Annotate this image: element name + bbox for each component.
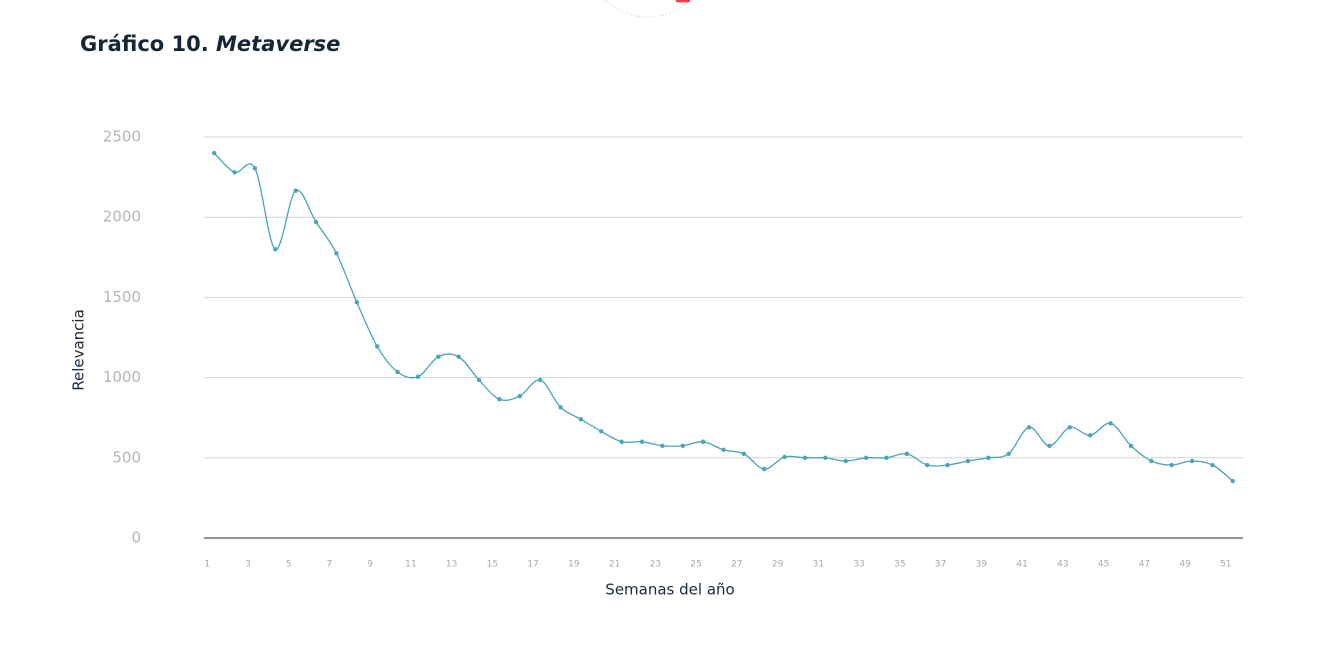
point bbox=[476, 377, 482, 383]
point bbox=[211, 150, 217, 156]
point bbox=[1189, 458, 1195, 464]
point bbox=[925, 462, 930, 468]
point bbox=[578, 417, 584, 422]
x-tick-label: 45 bbox=[1098, 560, 1109, 570]
point bbox=[741, 451, 747, 456]
point bbox=[599, 429, 604, 434]
x-tick-label: 25 bbox=[690, 560, 701, 570]
point bbox=[354, 300, 359, 305]
point bbox=[1210, 462, 1215, 468]
point bbox=[1047, 443, 1052, 448]
y-tick-label: 0 bbox=[131, 529, 141, 547]
y-tick-label: 2500 bbox=[103, 128, 141, 146]
x-tick-label: 31 bbox=[813, 560, 824, 570]
point bbox=[415, 374, 421, 379]
point bbox=[313, 219, 319, 225]
point bbox=[1006, 451, 1011, 456]
point bbox=[884, 455, 889, 460]
x-tick-label: 35 bbox=[894, 560, 905, 570]
point bbox=[802, 455, 808, 460]
logo-fragment bbox=[605, 0, 691, 18]
point bbox=[273, 247, 278, 252]
y-axis-title: Relevancia bbox=[70, 309, 88, 391]
y-tick-label: 1500 bbox=[103, 288, 141, 306]
point bbox=[863, 455, 869, 460]
point bbox=[293, 188, 298, 193]
point bbox=[537, 377, 543, 383]
point bbox=[1108, 421, 1113, 426]
point bbox=[639, 439, 645, 444]
point bbox=[700, 439, 706, 444]
y-tick-label: 2000 bbox=[103, 208, 141, 226]
point bbox=[965, 458, 971, 464]
x-tick-label: 23 bbox=[650, 560, 661, 570]
point bbox=[1230, 478, 1236, 484]
y-tick-label: 500 bbox=[112, 448, 141, 466]
x-tick-label: 29 bbox=[772, 560, 784, 570]
x-tick-label: 5 bbox=[286, 560, 292, 570]
point bbox=[945, 462, 950, 468]
point bbox=[456, 354, 461, 359]
title: Gráfico 10. bbox=[80, 32, 209, 56]
x-tick-label: 7 bbox=[327, 560, 333, 570]
point bbox=[619, 439, 624, 444]
point bbox=[823, 455, 828, 460]
point bbox=[1169, 462, 1174, 468]
x-tick-label: 49 bbox=[1179, 560, 1191, 570]
x-axis-title: Semanas del año bbox=[605, 581, 734, 599]
point bbox=[904, 451, 910, 456]
point bbox=[843, 458, 848, 464]
point bbox=[1149, 458, 1154, 464]
line bbox=[213, 152, 1234, 482]
x-tick-label: 43 bbox=[1057, 560, 1068, 570]
point bbox=[497, 397, 502, 402]
point bbox=[660, 443, 665, 448]
point bbox=[395, 369, 400, 375]
x-tick-label: 9 bbox=[367, 560, 373, 570]
point bbox=[1128, 443, 1134, 448]
x-tick-label: 21 bbox=[609, 560, 620, 570]
point bbox=[762, 466, 767, 472]
point bbox=[252, 166, 258, 171]
x-tick-label: 37 bbox=[935, 560, 946, 570]
point bbox=[232, 170, 237, 175]
point bbox=[1088, 433, 1093, 438]
x-tick-label: 41 bbox=[1016, 560, 1027, 570]
point bbox=[374, 344, 380, 349]
point bbox=[334, 251, 339, 256]
point bbox=[721, 447, 726, 452]
x-tick-label: 51 bbox=[1220, 560, 1231, 570]
x-tick-label: 15 bbox=[487, 560, 498, 570]
point bbox=[986, 455, 991, 460]
point bbox=[558, 405, 563, 410]
point bbox=[1067, 425, 1073, 430]
x-tick-label: 11 bbox=[405, 560, 416, 570]
point bbox=[517, 393, 522, 399]
x-tick-label: 13 bbox=[446, 560, 457, 570]
x-tick-label: 19 bbox=[568, 560, 580, 570]
subtitle: Metaverse bbox=[216, 32, 340, 56]
x-tick-label: 39 bbox=[976, 560, 988, 570]
point bbox=[680, 443, 685, 448]
y-tick-label: 1000 bbox=[103, 368, 141, 386]
x-tick-label: 47 bbox=[1139, 560, 1150, 570]
point bbox=[436, 354, 441, 359]
chart-title: Gráfico 10. Metaverse bbox=[80, 32, 340, 56]
point bbox=[782, 454, 787, 460]
x-tick-label: 3 bbox=[245, 560, 251, 570]
x-tick-label: 1 bbox=[204, 560, 210, 570]
x-tick-label: 33 bbox=[853, 560, 864, 570]
x-tick-label: 27 bbox=[731, 560, 742, 570]
x-tick-label: 17 bbox=[527, 560, 538, 570]
point bbox=[1026, 425, 1032, 430]
